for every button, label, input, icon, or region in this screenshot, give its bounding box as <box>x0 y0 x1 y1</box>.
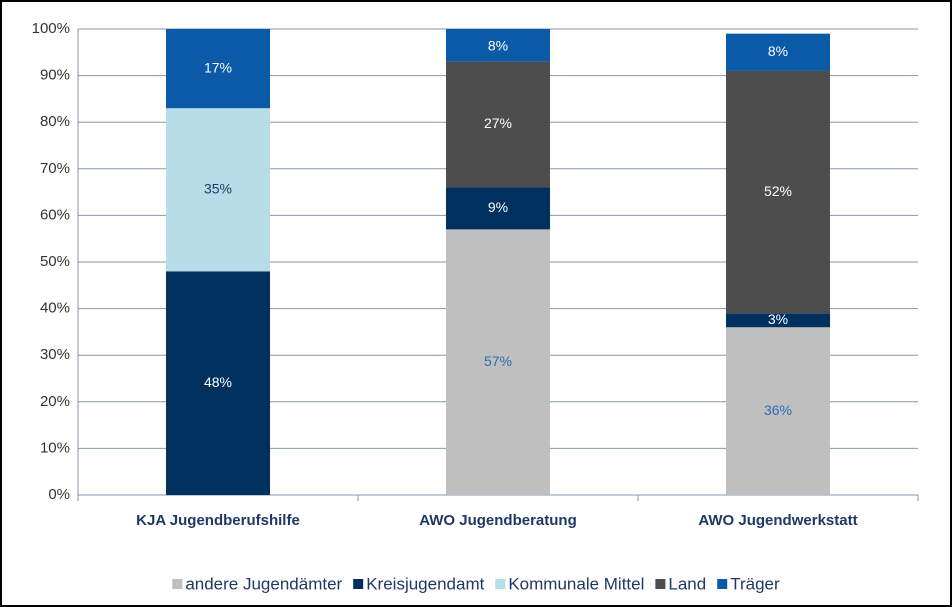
y-tick-label: 10% <box>40 439 70 456</box>
y-tick-label: 20% <box>40 393 70 410</box>
x-tick-label: AWO Jugendberatung <box>419 512 577 529</box>
bar-segment <box>446 229 550 495</box>
y-tick-label: 0% <box>48 486 70 503</box>
data-label: 9% <box>488 199 508 215</box>
legend-swatch <box>495 579 506 589</box>
data-label: 52% <box>764 183 792 199</box>
bar-segment <box>446 29 550 62</box>
data-label: 27% <box>484 115 512 131</box>
bar-segment <box>726 313 830 328</box>
y-tick-label: 70% <box>40 160 70 177</box>
bar-segment <box>166 271 270 495</box>
bar-segment <box>726 33 830 71</box>
bar-segment <box>726 327 830 495</box>
legend-label: Träger <box>730 574 780 593</box>
data-label: 35% <box>204 180 232 196</box>
y-tick-label: 40% <box>40 300 70 317</box>
legend-swatch <box>655 579 666 589</box>
data-label: 36% <box>764 402 792 418</box>
bar-segment <box>726 70 830 314</box>
x-tick-label: AWO Jugendwerkstatt <box>698 512 857 529</box>
bar-segment <box>446 187 550 230</box>
y-tick-label: 100% <box>32 20 70 37</box>
data-label: 3% <box>768 311 788 327</box>
legend-label: Kreisjugendamt <box>366 574 484 593</box>
data-label: 57% <box>484 353 512 369</box>
y-tick-label: 50% <box>40 253 70 270</box>
data-label: 8% <box>768 43 788 59</box>
bar-segment <box>166 29 270 109</box>
x-tick-label: KJA Jugendberufshilfe <box>136 512 300 529</box>
y-tick-label: 80% <box>40 113 70 130</box>
legend: andere Jugendämter Kreisjugendamt Kommunal… <box>172 574 780 593</box>
bars <box>166 29 830 495</box>
legend-label: Kommunale Mittel <box>508 574 644 593</box>
bar-segment <box>446 61 550 188</box>
data-label: 48% <box>204 374 232 390</box>
y-tick-label: 60% <box>40 206 70 223</box>
labels: KJA Jugendberufshilfe 48% 35% 17% AWO Jugend… <box>136 38 857 529</box>
legend-swatch <box>172 579 183 589</box>
y-tick-label: 90% <box>40 67 70 84</box>
legend-label: andere Jugendämter <box>185 574 342 593</box>
bar-segment <box>166 108 270 272</box>
y-tick-label: 30% <box>40 346 70 363</box>
legend-swatch <box>717 579 728 589</box>
data-label: 17% <box>204 59 232 75</box>
data-label: 8% <box>488 38 508 54</box>
legend-label: Land <box>668 574 706 593</box>
legend-swatch <box>353 579 364 589</box>
